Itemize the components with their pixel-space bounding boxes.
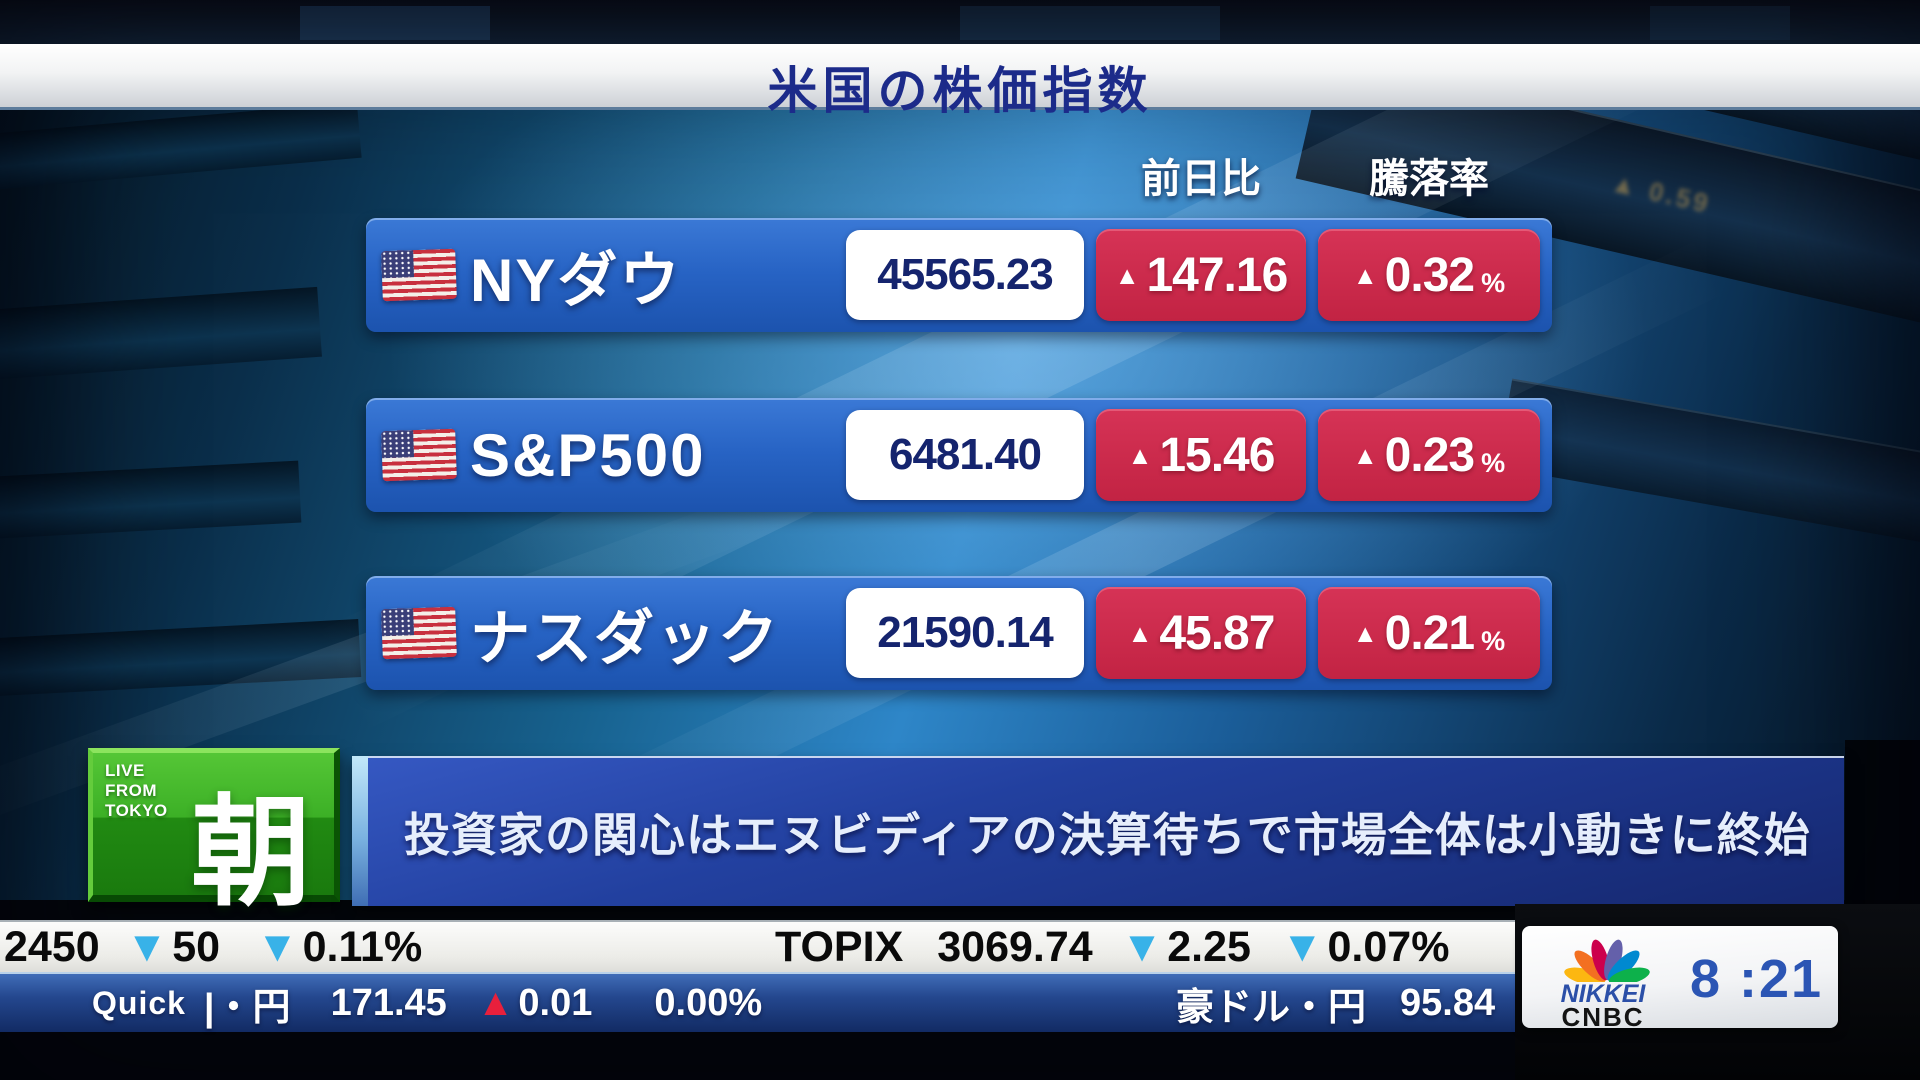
ticker-topix-group: TOPIX 3069.74 ▼ 2.25 ▼ 0.07% <box>775 922 1449 972</box>
index-value-box: 21590.14 <box>846 588 1084 678</box>
clock: 8 :21 <box>1690 949 1824 1009</box>
ceiling-panel <box>1650 6 1790 40</box>
quick-logo: Quick <box>92 984 186 1021</box>
ticker-fx-left-group: Quick |・円 171.45 ▲ 0.01 0.00% <box>92 974 762 1032</box>
live-line: TOKYO <box>105 801 168 821</box>
index-label: ナスダック <box>470 604 780 672</box>
banner-accent-strip <box>352 756 368 906</box>
fx-pair-name: 豪ドル・円 <box>1176 986 1367 1029</box>
banner-body: 投資家の関心はエヌビディアの決算待ちで市場全体は小動きに終始 <box>368 756 1844 906</box>
ticker-change: 50 <box>172 922 221 971</box>
ceiling-panel <box>960 6 1220 40</box>
up-triangle-icon: ▲ <box>1352 441 1378 470</box>
percent-sign: % <box>1481 447 1506 478</box>
index-change: 45.87 <box>1159 606 1275 660</box>
live-from-tokyo-label: LIVE FROM TOKYO <box>105 761 168 821</box>
ticker-nikkei-group: 2450 ▼ 50 ▼ 0.11% <box>4 922 422 972</box>
index-value: 45565.23 <box>877 250 1054 299</box>
page-title: 米国の株価指数 <box>767 63 1153 119</box>
index-rate: 0.32 <box>1384 248 1475 302</box>
fx-pair-label: |・円 <box>203 986 291 1029</box>
index-value: 6481.40 <box>888 430 1042 479</box>
index-rate-box: ▲ 0.21 % <box>1318 587 1540 679</box>
market-ticker-top: 2450 ▼ 50 ▼ 0.11% TOPIX 3069.74 ▼ 2.25 ▼… <box>0 920 1522 972</box>
index-change-box: ▲ 147.16 <box>1096 229 1306 321</box>
percent-sign: % <box>1481 625 1506 656</box>
index-label: S&P500 <box>470 421 706 489</box>
index-row-nydow: NYダウ 45565.23 ▲ 147.16 ▲ 0.32 % <box>366 218 1552 332</box>
headline-banner: 投資家の関心はエヌビディアの決算待ちで市場全体は小動きに終始 <box>352 756 1844 906</box>
index-label: NYダウ <box>470 246 682 314</box>
up-triangle-icon: ▲ <box>476 982 515 1024</box>
down-triangle-icon: ▼ <box>256 922 299 971</box>
index-rate-box: ▲ 0.23 % <box>1318 409 1540 501</box>
index-values: 45565.23 ▲ 147.16 ▲ 0.32 % <box>846 229 1540 321</box>
up-triangle-icon: ▲ <box>1127 619 1153 648</box>
flag-canton <box>381 430 415 459</box>
up-triangle-icon: ▲ <box>1114 261 1140 290</box>
cnbc-wordmark: CNBC <box>1561 1002 1645 1032</box>
index-values: 6481.40 ▲ 15.46 ▲ 0.23 % <box>846 409 1540 501</box>
ticker-name: TOPIX <box>775 922 904 971</box>
up-triangle-icon: ▲ <box>1352 619 1378 648</box>
fx-rate: 0.00% <box>654 981 763 1024</box>
flag-canton <box>381 608 415 637</box>
index-row-sp500: S&P500 6481.40 ▲ 15.46 ▲ 0.23 % <box>366 398 1552 512</box>
fx-value: 95.84 <box>1400 981 1496 1024</box>
ticker-value: 2450 <box>4 922 100 971</box>
flag-canton <box>381 250 415 279</box>
index-value-box: 6481.40 <box>846 410 1084 500</box>
banner-right-shade <box>1845 740 1920 920</box>
index-rate: 0.23 <box>1384 428 1475 482</box>
headline-text: 投資家の関心はエヌビディアの決算待ちで市場全体は小動きに終始 <box>404 809 1811 861</box>
live-line: LIVE <box>105 761 145 780</box>
title-bar: 米国の株価指数 <box>0 44 1920 119</box>
index-row-nasdaq: ナスダック 21590.14 ▲ 45.87 ▲ 0.21 % <box>366 576 1552 690</box>
live-line: FROM <box>105 781 158 801</box>
column-header-change: 前日比 <box>1141 157 1261 201</box>
station-id-box: NIKKEI CNBC 8 :21 <box>1522 926 1838 1032</box>
nikkei-wordmark: NIKKEI <box>1560 980 1646 1008</box>
ticker-fx-right-group: 豪ドル・円 95.84 <box>1176 974 1495 1032</box>
fx-change: 0.01 <box>518 981 593 1024</box>
index-change: 15.46 <box>1159 428 1275 482</box>
index-change-box: ▲ 15.46 <box>1096 409 1306 501</box>
index-change-box: ▲ 45.87 <box>1096 587 1306 679</box>
peacock-logo-icon <box>1564 939 1650 982</box>
down-triangle-icon: ▼ <box>1280 922 1324 971</box>
studio-ceiling-band <box>0 0 1920 46</box>
ceiling-panel <box>300 6 490 40</box>
up-triangle-icon: ▲ <box>1352 261 1378 290</box>
ticker-value: 3069.74 <box>937 922 1093 971</box>
live-badge: LIVE FROM TOKYO 朝 <box>88 748 340 920</box>
percent-sign: % <box>1481 267 1506 298</box>
program-kanji: 朝 <box>191 786 311 920</box>
index-change: 147.16 <box>1146 248 1288 302</box>
index-rate-box: ▲ 0.32 % <box>1318 229 1540 321</box>
ticker-rate: 0.07% <box>1327 922 1450 971</box>
ticker-rate: 0.11% <box>302 922 423 971</box>
index-rate: 0.21 <box>1384 606 1475 660</box>
up-triangle-icon: ▲ <box>1127 441 1153 470</box>
down-triangle-icon: ▼ <box>1120 922 1164 971</box>
us-flag-icon <box>381 248 457 302</box>
index-value: 21590.14 <box>877 608 1054 657</box>
down-triangle-icon: ▼ <box>125 922 169 971</box>
us-flag-icon <box>381 606 457 660</box>
index-values: 21590.14 ▲ 45.87 ▲ 0.21 % <box>846 587 1540 679</box>
index-value-box: 45565.23 <box>846 230 1084 320</box>
us-flag-icon <box>381 428 457 482</box>
fx-value: 171.45 <box>330 981 447 1024</box>
fx-ticker-bottom: Quick |・円 171.45 ▲ 0.01 0.00% 豪ドル・円 95.8… <box>0 972 1522 1032</box>
ticker-change: 2.25 <box>1167 922 1251 971</box>
column-header-rate: 騰落率 <box>1369 157 1489 201</box>
